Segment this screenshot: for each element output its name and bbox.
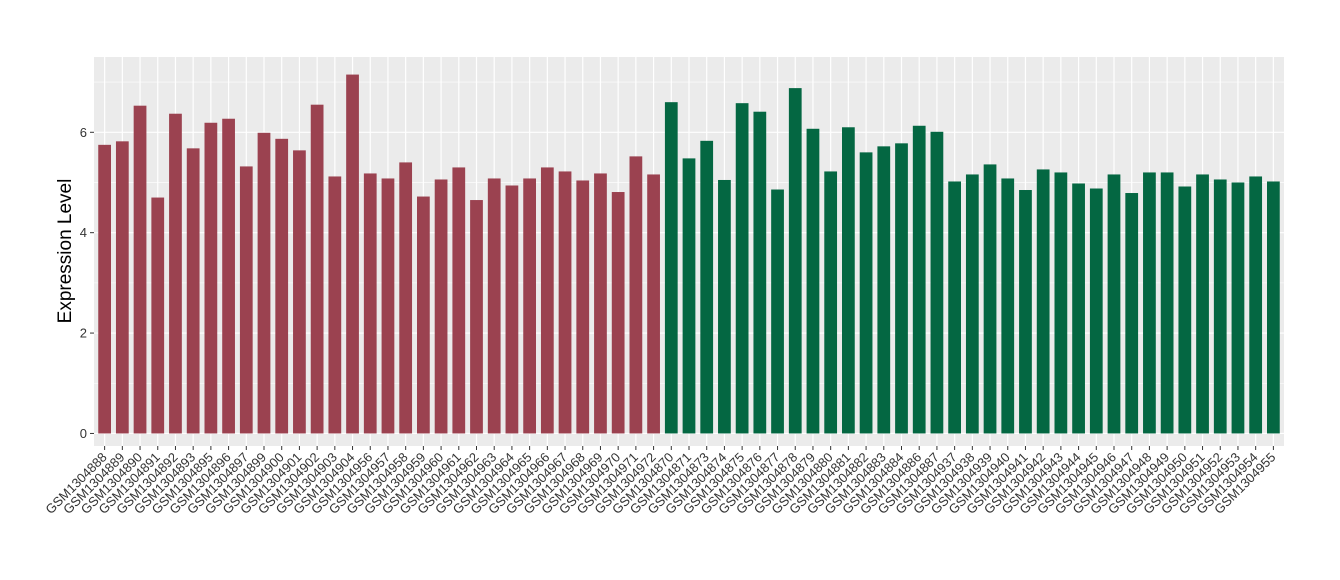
bar-GSM1304892 [169,113,182,434]
bar-GSM1304881 [842,127,855,434]
bar-GSM1304960 [434,179,448,434]
bar-GSM1304950 [1178,186,1192,434]
y-tick-label: 4 [80,225,87,240]
bar-GSM1304962 [470,200,483,434]
bar-GSM1304959 [417,196,430,434]
bar-GSM1304889 [115,141,129,434]
bar-GSM1304874 [718,179,731,434]
bar-GSM1304884 [895,143,908,434]
bar-GSM1304887 [930,131,944,434]
bar-GSM1304946 [1107,174,1121,434]
bar-GSM1304970 [611,192,625,434]
y-tick-label: 2 [80,326,87,341]
bar-GSM1304880 [824,171,838,434]
bar-GSM1304937 [948,181,961,434]
bar-GSM1304952 [1213,179,1227,434]
y-axis: 0 2 4 6 [80,125,94,441]
bar-GSM1304903 [328,176,342,434]
bar-GSM1304954 [1249,176,1263,434]
bar-GSM1304883 [877,146,891,434]
bar-GSM1304890 [133,105,147,434]
bar-GSM1304939 [983,164,997,434]
bar-GSM1304897 [239,166,253,434]
bar-GSM1304956 [363,173,377,434]
bar-GSM1304972 [647,174,660,434]
bar-GSM1304882 [859,152,873,434]
bar-GSM1304942 [1036,169,1050,434]
bar-GSM1304945 [1089,188,1103,434]
bar-GSM1304968 [576,180,590,434]
bar-GSM1304886 [912,125,926,434]
bar-GSM1304965 [523,178,536,434]
bar-GSM1304949 [1160,172,1174,434]
bar-GSM1304877 [771,189,784,434]
bar-GSM1304870 [664,102,678,434]
bar-GSM1304893 [186,148,200,434]
bar-GSM1304876 [753,111,767,434]
bar-GSM1304953 [1231,182,1245,434]
bar-GSM1304902 [310,104,324,434]
bar-GSM1304963 [487,178,501,434]
bar-GSM1304875 [735,103,749,434]
y-axis-title: Expression Level [55,179,76,324]
bar-GSM1304941 [1019,190,1032,434]
bar-GSM1304878 [788,88,802,434]
bar-GSM1304971 [629,156,643,434]
bar-GSM1304904 [346,74,359,434]
bar-GSM1304969 [594,173,607,434]
bar-GSM1304888 [98,144,111,434]
bar-GSM1304948 [1143,172,1156,434]
bar-GSM1304967 [558,171,572,434]
bar-GSM1304951 [1196,174,1209,434]
bar-GSM1304944 [1072,183,1085,434]
x-axis: GSM1304888GSM1304889GSM1304890GSM1304891… [42,446,1278,517]
bar-GSM1304943 [1054,172,1068,434]
bar-GSM1304900 [275,138,289,434]
bar-GSM1304958 [399,162,413,434]
bar-GSM1304966 [540,167,554,434]
y-tick-label: 0 [80,426,87,441]
bars-group [98,74,1280,434]
bar-GSM1304964 [505,185,519,434]
bar-GSM1304871 [682,158,696,434]
bar-GSM1304895 [204,122,218,434]
bar-GSM1304873 [700,140,714,434]
bar-GSM1304955 [1267,181,1280,434]
bar-GSM1304899 [257,132,271,434]
y-tick-label: 6 [80,125,87,140]
bar-GSM1304947 [1125,193,1139,434]
bar-GSM1304938 [965,174,979,434]
bar-GSM1304901 [293,150,306,434]
bar-GSM1304940 [1001,178,1015,434]
bar-GSM1304961 [452,167,466,434]
bar-GSM1304891 [151,197,165,434]
bar-GSM1304896 [222,118,235,434]
bar-GSM1304957 [381,178,395,434]
bar-GSM1304879 [806,128,820,434]
